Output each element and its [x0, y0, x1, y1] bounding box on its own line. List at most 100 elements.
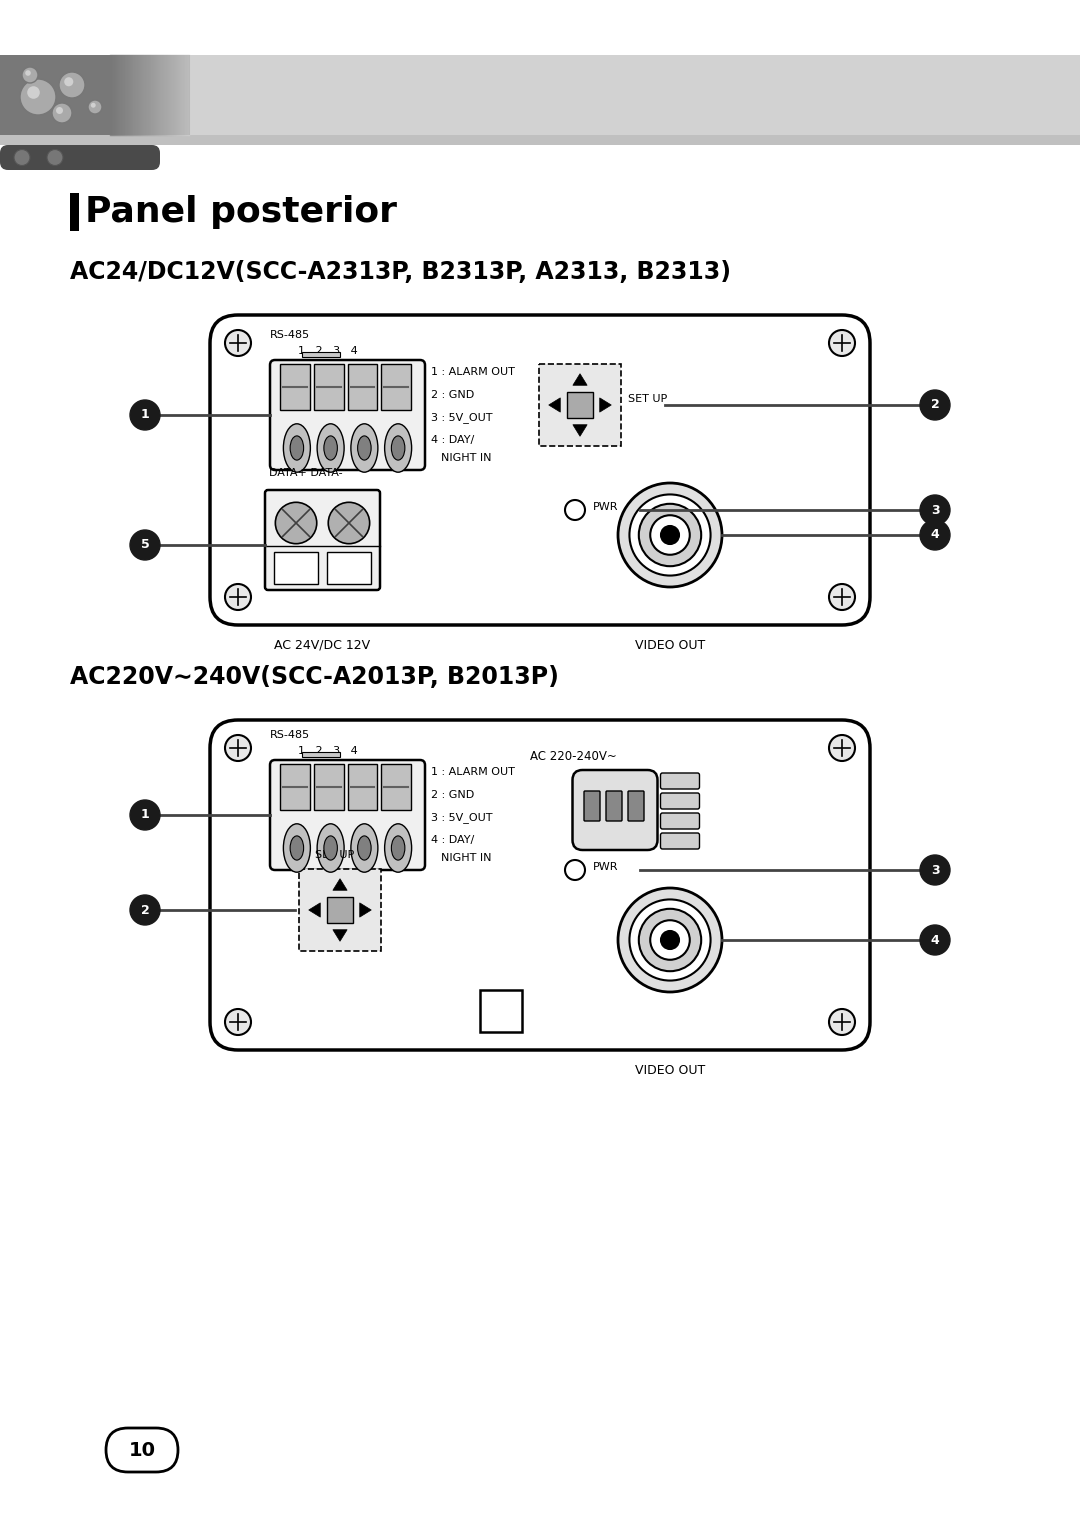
Bar: [302, 352, 340, 357]
Text: 3: 3: [931, 503, 940, 517]
Circle shape: [661, 526, 679, 544]
Circle shape: [920, 520, 950, 551]
Bar: [299, 869, 381, 950]
Circle shape: [225, 331, 251, 355]
Ellipse shape: [351, 824, 378, 872]
Text: NIGHT IN: NIGHT IN: [441, 854, 491, 863]
Text: 5: 5: [140, 538, 149, 552]
Circle shape: [64, 77, 73, 86]
Bar: [314, 365, 343, 411]
Text: AC220V∼240V(SCC-A2013P, B2013P): AC220V∼240V(SCC-A2013P, B2013P): [70, 664, 558, 689]
Text: 2: 2: [931, 398, 940, 412]
Bar: [0, 55, 1080, 135]
Text: 1 : ALARM OUT: 1 : ALARM OUT: [431, 368, 515, 377]
Polygon shape: [572, 424, 588, 437]
Circle shape: [565, 500, 585, 520]
Polygon shape: [549, 398, 561, 412]
Circle shape: [829, 735, 855, 761]
FancyBboxPatch shape: [210, 720, 870, 1050]
Circle shape: [225, 584, 251, 611]
Ellipse shape: [283, 824, 310, 872]
Bar: [567, 392, 593, 418]
FancyBboxPatch shape: [606, 791, 622, 821]
Ellipse shape: [318, 824, 345, 872]
Circle shape: [829, 1009, 855, 1035]
Circle shape: [59, 72, 85, 98]
Bar: [480, 990, 522, 1032]
Text: RS-485: RS-485: [270, 731, 310, 740]
Text: 2 : GND: 2 : GND: [431, 791, 474, 800]
FancyBboxPatch shape: [265, 491, 380, 591]
Circle shape: [14, 149, 30, 166]
FancyBboxPatch shape: [572, 771, 658, 851]
Circle shape: [225, 1009, 251, 1035]
Text: PWR: PWR: [593, 861, 619, 872]
FancyBboxPatch shape: [661, 774, 700, 789]
Circle shape: [638, 909, 701, 970]
Bar: [348, 365, 377, 411]
Ellipse shape: [291, 835, 303, 860]
Text: 4 : DAY/: 4 : DAY/: [431, 835, 474, 844]
FancyBboxPatch shape: [584, 791, 600, 821]
Bar: [327, 552, 370, 584]
Circle shape: [27, 86, 40, 98]
Bar: [70, 192, 79, 231]
Bar: [348, 764, 377, 811]
Circle shape: [130, 531, 160, 560]
Text: 1   2   3   4: 1 2 3 4: [298, 346, 357, 355]
Ellipse shape: [318, 424, 345, 472]
Bar: [381, 764, 411, 811]
Text: 3 : 5V_OUT: 3 : 5V_OUT: [431, 812, 492, 823]
Circle shape: [130, 895, 160, 924]
Ellipse shape: [391, 435, 405, 460]
Circle shape: [661, 930, 679, 949]
Polygon shape: [309, 903, 321, 917]
Circle shape: [91, 103, 96, 108]
FancyBboxPatch shape: [106, 1427, 178, 1472]
Circle shape: [21, 78, 56, 115]
Circle shape: [52, 103, 72, 123]
Text: 10: 10: [129, 1441, 156, 1460]
Text: AC24/DC12V(SCC-A2313P, B2313P, A2313, B2313): AC24/DC12V(SCC-A2313P, B2313P, A2313, B2…: [70, 260, 731, 285]
Bar: [0, 135, 1080, 145]
Circle shape: [25, 71, 31, 75]
Polygon shape: [333, 878, 347, 891]
Circle shape: [920, 924, 950, 955]
Text: SET UP: SET UP: [627, 394, 667, 404]
FancyBboxPatch shape: [627, 791, 644, 821]
Text: 3 : 5V_OUT: 3 : 5V_OUT: [431, 412, 492, 423]
Text: VIDEO OUT: VIDEO OUT: [635, 1064, 705, 1077]
Bar: [0, 55, 190, 135]
Ellipse shape: [384, 824, 411, 872]
Ellipse shape: [324, 835, 337, 860]
Text: 1: 1: [140, 809, 149, 821]
Text: AC 24V/DC 12V: AC 24V/DC 12V: [274, 638, 370, 652]
Circle shape: [130, 400, 160, 431]
Text: 4: 4: [931, 934, 940, 946]
Circle shape: [618, 887, 723, 992]
FancyBboxPatch shape: [0, 145, 160, 171]
Ellipse shape: [391, 835, 405, 860]
Text: AC 220-240V~: AC 220-240V~: [530, 751, 617, 763]
Bar: [539, 365, 621, 446]
Circle shape: [56, 108, 63, 114]
Circle shape: [275, 503, 316, 544]
Polygon shape: [599, 398, 611, 412]
Ellipse shape: [357, 435, 372, 460]
Text: 1 : ALARM OUT: 1 : ALARM OUT: [431, 767, 515, 777]
Polygon shape: [572, 374, 588, 386]
Ellipse shape: [291, 435, 303, 460]
Circle shape: [650, 920, 690, 960]
Ellipse shape: [283, 424, 310, 472]
Circle shape: [630, 900, 711, 981]
Bar: [274, 552, 318, 584]
FancyBboxPatch shape: [270, 360, 426, 471]
Circle shape: [650, 515, 690, 555]
Text: 3: 3: [931, 863, 940, 877]
Circle shape: [630, 494, 711, 575]
Text: 2 : GND: 2 : GND: [431, 391, 474, 400]
Circle shape: [225, 735, 251, 761]
Text: 1: 1: [140, 409, 149, 421]
Ellipse shape: [351, 424, 378, 472]
FancyBboxPatch shape: [661, 794, 700, 809]
